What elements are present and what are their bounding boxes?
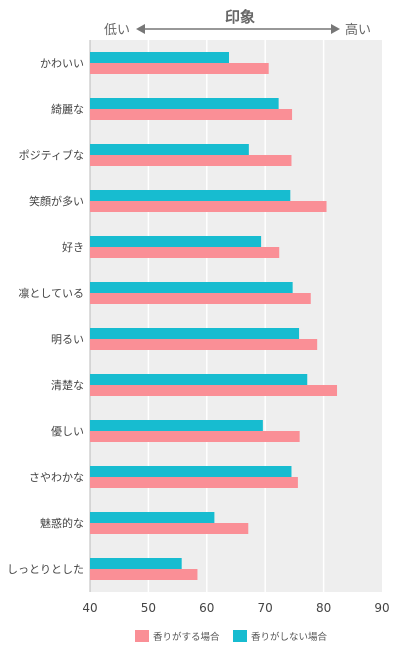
category-label: 明るい: [51, 333, 84, 346]
bar-with-scent: [90, 477, 298, 488]
x-tick-label: 60: [199, 601, 214, 615]
category-label: ポジティブな: [19, 148, 84, 162]
bar-without-scent: [90, 328, 300, 339]
plot-area: [90, 40, 382, 592]
x-tick-label: 80: [316, 601, 331, 615]
category-label: 笑顔が多い: [29, 194, 84, 208]
bar-with-scent: [90, 385, 338, 396]
bar-with-scent: [90, 431, 300, 442]
bar-with-scent: [90, 63, 269, 74]
category-label: 魅惑的な: [40, 516, 84, 530]
x-tick-label: 70: [258, 601, 273, 615]
x-tick-label: 40: [82, 601, 97, 615]
bar-without-scent: [90, 98, 279, 109]
legend: 香りがする場合 香りがしない場合: [135, 630, 328, 643]
bar-with-scent: [90, 247, 280, 258]
bar-without-scent: [90, 52, 229, 63]
low-label: 低い: [104, 23, 130, 38]
bar-with-scent: [90, 293, 311, 304]
bar-with-scent: [90, 201, 327, 212]
category-label: 凛としている: [18, 286, 84, 300]
legend-swatch-without-scent: [233, 630, 247, 642]
bar-without-scent: [90, 420, 263, 431]
high-label: 高い: [345, 22, 371, 38]
x-tick-label: 50: [141, 601, 156, 615]
bar-without-scent: [90, 144, 249, 155]
legend-label-with-scent: 香りがする場合: [153, 631, 220, 643]
bar-with-scent: [90, 523, 249, 534]
bar-without-scent: [90, 466, 292, 477]
x-tick-label: 90: [374, 601, 389, 615]
category-label: 優しい: [51, 425, 84, 438]
category-label: 綺麗な: [51, 103, 84, 116]
legend-label-without-scent: 香りがしない場合: [251, 631, 328, 643]
bar-without-scent: [90, 190, 291, 201]
bar-without-scent: [90, 558, 182, 569]
category-label: 好き: [62, 240, 84, 254]
bar-with-scent: [90, 155, 292, 166]
bar-without-scent: [90, 282, 293, 293]
bar-without-scent: [90, 374, 308, 385]
category-label: かわいい: [40, 57, 84, 70]
category-label: さやわかな: [29, 471, 84, 484]
chart-title: 印象: [225, 8, 255, 26]
category-label: しっとりとした: [7, 563, 84, 576]
bar-with-scent: [90, 339, 318, 350]
bar-without-scent: [90, 236, 262, 247]
legend-swatch-with-scent: [135, 630, 149, 642]
right-arrowhead-icon: [331, 24, 340, 34]
category-label: 清楚な: [51, 378, 84, 392]
left-arrowhead-icon: [136, 24, 145, 34]
bar-without-scent: [90, 512, 215, 523]
bar-with-scent: [90, 109, 293, 120]
bar-with-scent: [90, 569, 198, 580]
